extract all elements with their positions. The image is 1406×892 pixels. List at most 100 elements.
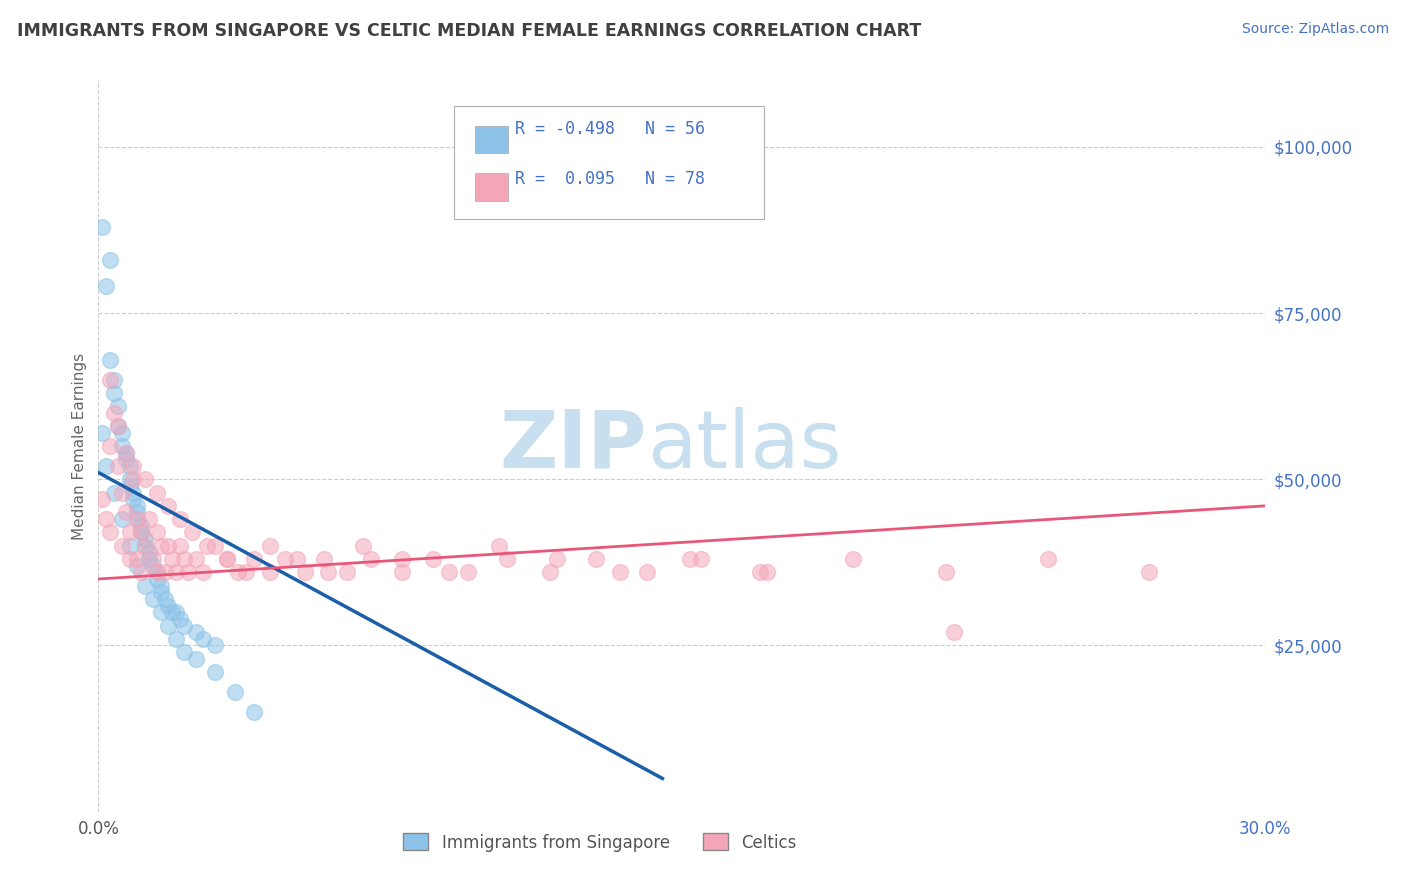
Point [129, 525, 152, 540]
Point [748, 566, 770, 580]
Point [111, 425, 134, 440]
Point [294, 566, 316, 580]
Point [149, 539, 172, 553]
FancyBboxPatch shape [475, 126, 508, 153]
Point [169, 539, 191, 553]
Point [943, 625, 966, 640]
Point [146, 566, 169, 580]
Point [142, 552, 165, 566]
Point [165, 566, 187, 580]
Point [129, 566, 152, 580]
Point [153, 566, 176, 580]
Point [91, 219, 114, 234]
Point [224, 685, 246, 699]
Point [134, 532, 156, 546]
Text: ZIP: ZIP [499, 407, 647, 485]
Point [391, 566, 413, 580]
Point [336, 566, 359, 580]
Point [215, 552, 238, 566]
Point [118, 458, 141, 473]
Point [138, 552, 160, 566]
Point [122, 472, 145, 486]
Point [496, 552, 519, 566]
Point [422, 552, 444, 566]
Point [127, 512, 149, 526]
Point [636, 566, 658, 580]
Point [437, 566, 460, 580]
Point [134, 539, 156, 553]
Point [127, 499, 149, 513]
Point [169, 512, 191, 526]
Point [122, 485, 145, 500]
FancyBboxPatch shape [454, 106, 763, 219]
Point [91, 425, 114, 440]
Point [98, 372, 121, 386]
Point [149, 585, 172, 599]
Point [162, 552, 184, 566]
Point [228, 566, 250, 580]
Point [122, 492, 145, 507]
Point [122, 458, 145, 473]
Point [1137, 566, 1160, 580]
Point [118, 552, 141, 566]
Point [149, 579, 172, 593]
Point [259, 566, 281, 580]
Point [169, 612, 191, 626]
Point [114, 445, 136, 459]
Point [118, 479, 141, 493]
Point [157, 599, 180, 613]
Point [204, 665, 226, 679]
Point [107, 399, 129, 413]
Point [127, 558, 149, 573]
Point [184, 552, 207, 566]
Point [935, 566, 957, 580]
Point [114, 445, 136, 459]
Point [391, 552, 413, 566]
Point [235, 566, 257, 580]
Point [157, 539, 180, 553]
Point [756, 566, 779, 580]
Point [107, 458, 129, 473]
Point [157, 499, 180, 513]
Point [118, 539, 141, 553]
Text: Source: ZipAtlas.com: Source: ZipAtlas.com [1241, 22, 1389, 37]
Point [842, 552, 865, 566]
Point [98, 525, 121, 540]
Point [457, 566, 479, 580]
Legend: Immigrants from Singapore, Celtics: Immigrants from Singapore, Celtics [396, 827, 804, 858]
Point [91, 492, 114, 507]
Point [243, 552, 266, 566]
Point [609, 566, 631, 580]
Point [690, 552, 713, 566]
Point [173, 645, 195, 659]
Point [193, 566, 215, 580]
Point [546, 552, 568, 566]
Point [138, 512, 160, 526]
Point [111, 439, 134, 453]
Point [157, 618, 180, 632]
Point [585, 552, 607, 566]
Point [107, 419, 129, 434]
Y-axis label: Median Female Earnings: Median Female Earnings [72, 352, 87, 540]
Point [195, 539, 218, 553]
Point [142, 591, 165, 606]
Point [98, 252, 121, 267]
Point [146, 525, 169, 540]
Point [146, 572, 169, 586]
Point [96, 458, 118, 473]
Point [165, 632, 187, 646]
Point [103, 385, 125, 400]
Point [96, 279, 118, 293]
Point [352, 539, 374, 553]
Point [312, 552, 335, 566]
Point [243, 705, 266, 719]
Point [111, 512, 134, 526]
Point [165, 605, 187, 619]
Point [488, 539, 510, 553]
Point [285, 552, 308, 566]
Point [184, 625, 207, 640]
Point [96, 512, 118, 526]
Point [538, 566, 561, 580]
Text: R =  0.095   N = 78: R = 0.095 N = 78 [515, 170, 704, 188]
Point [134, 579, 156, 593]
